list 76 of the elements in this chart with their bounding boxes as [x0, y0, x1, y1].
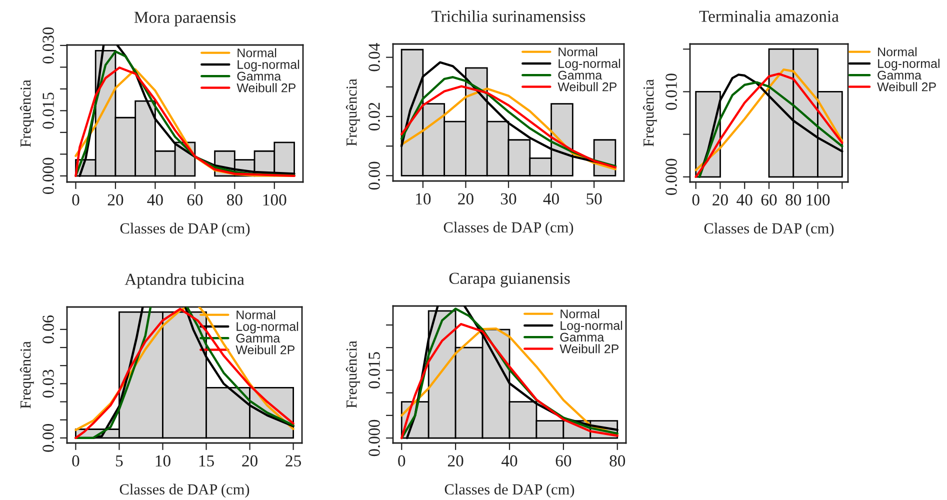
legend-label: Gamma [878, 70, 922, 80]
x-axis-title: Classes de DAP (cm) [120, 484, 250, 498]
x-tick-label: 0 [72, 194, 80, 206]
legend-label: Normal [558, 47, 598, 56]
legend-label: Weibull 2P [236, 83, 296, 92]
y-tick-label: 0.02 [368, 102, 380, 130]
chart-title: Trichilia surinamensiss [432, 10, 586, 22]
chart-title: Mora paraensis [134, 12, 236, 26]
y-tick-label: 0.000 [666, 158, 677, 196]
x-tick-label: 15 [199, 455, 214, 467]
y-tick-label: 0.000 [368, 420, 380, 456]
legend-label: Normal [878, 47, 916, 56]
y-axis-title: Frequência [20, 341, 34, 408]
y-tick-label: 0.015 [42, 92, 54, 129]
y-tick-label: 0.03 [42, 370, 54, 398]
y-axis-title: Frequência [642, 79, 657, 146]
x-tick-label: 20 [242, 455, 258, 467]
x-tick-label: 25 [286, 455, 301, 467]
legend-label: Gamma [558, 70, 602, 80]
x-tick-label: 10 [416, 193, 431, 205]
x-tick-label: 60 [187, 194, 203, 206]
x-axis-title: Classes de DAP (cm) [444, 484, 574, 498]
y-tick-label: 0.015 [368, 352, 380, 388]
y-axis-title: Frequência [346, 78, 360, 146]
y-tick-label: 0.04 [368, 42, 380, 72]
legend-label: Weibull 2P [558, 82, 617, 92]
x-tick-label: 80 [610, 455, 626, 467]
x-axis-title: Classes de DAP (cm) [120, 222, 250, 237]
y-tick-label: 0.06 [42, 315, 54, 344]
legend-label: Log-normal [558, 58, 620, 70]
x-tick-label: 50 [586, 193, 602, 205]
legend-label: Normal [238, 48, 276, 58]
legend-label: Weibull 2P [560, 344, 619, 354]
legend-label: Gamma [560, 332, 604, 342]
y-tick-label: 0.000 [42, 158, 54, 194]
legend-label: Log-normal [878, 58, 940, 70]
x-tick-label: 30 [500, 193, 516, 205]
chart-title: Terminalia amazonia [699, 10, 839, 22]
legend-label: Gamma [236, 334, 280, 343]
legend-label: Log-normal [560, 320, 622, 332]
legend-label: Log-normal [238, 60, 300, 72]
x-tick-label: 20 [108, 194, 124, 206]
x-tick-label: 0 [398, 455, 406, 467]
x-axis-title: Classes de DAP (cm) [444, 222, 574, 236]
chart-title: Aptandra tubicina [124, 273, 244, 288]
x-tick-label: 0 [692, 194, 700, 206]
legend-label: Gamma [237, 72, 282, 81]
x-tick-label: 100 [806, 194, 830, 206]
chart-title: Carapa guianensis [449, 272, 570, 288]
y-axis-title: Frequência [346, 340, 360, 408]
y-axis-title: Frequência [20, 80, 34, 147]
x-tick-label: 0 [72, 455, 80, 467]
x-tick-label: 80 [226, 194, 242, 206]
x-tick-label: 80 [786, 194, 802, 206]
x-tick-label: 5 [116, 455, 123, 467]
y-tick-label: 0.00 [368, 162, 380, 190]
legend-label: Log-normal [236, 322, 298, 334]
x-tick-label: 40 [501, 455, 518, 467]
x-tick-label: 20 [448, 455, 464, 467]
legend-label: Normal [560, 309, 600, 318]
x-tick-label: 40 [147, 194, 163, 206]
x-axis-title: Classes de DAP (cm) [704, 222, 834, 237]
y-tick-label: 0.010 [666, 74, 677, 110]
legend-label: Normal [236, 310, 276, 320]
legend-label: Weibull 2P [236, 345, 295, 354]
y-tick-label: 0.00 [42, 424, 54, 452]
x-tick-label: 40 [543, 193, 559, 205]
x-tick-label: 40 [736, 194, 752, 206]
x-tick-label: 10 [156, 455, 170, 467]
x-tick-label: 20 [458, 193, 474, 205]
x-tick-label: 100 [263, 194, 286, 206]
y-tick-label: 0.030 [42, 27, 54, 64]
x-tick-label: 60 [761, 194, 777, 206]
x-tick-label: 20 [712, 194, 728, 206]
legend-label: Weibull 2P [877, 82, 936, 92]
x-tick-label: 60 [556, 455, 572, 467]
